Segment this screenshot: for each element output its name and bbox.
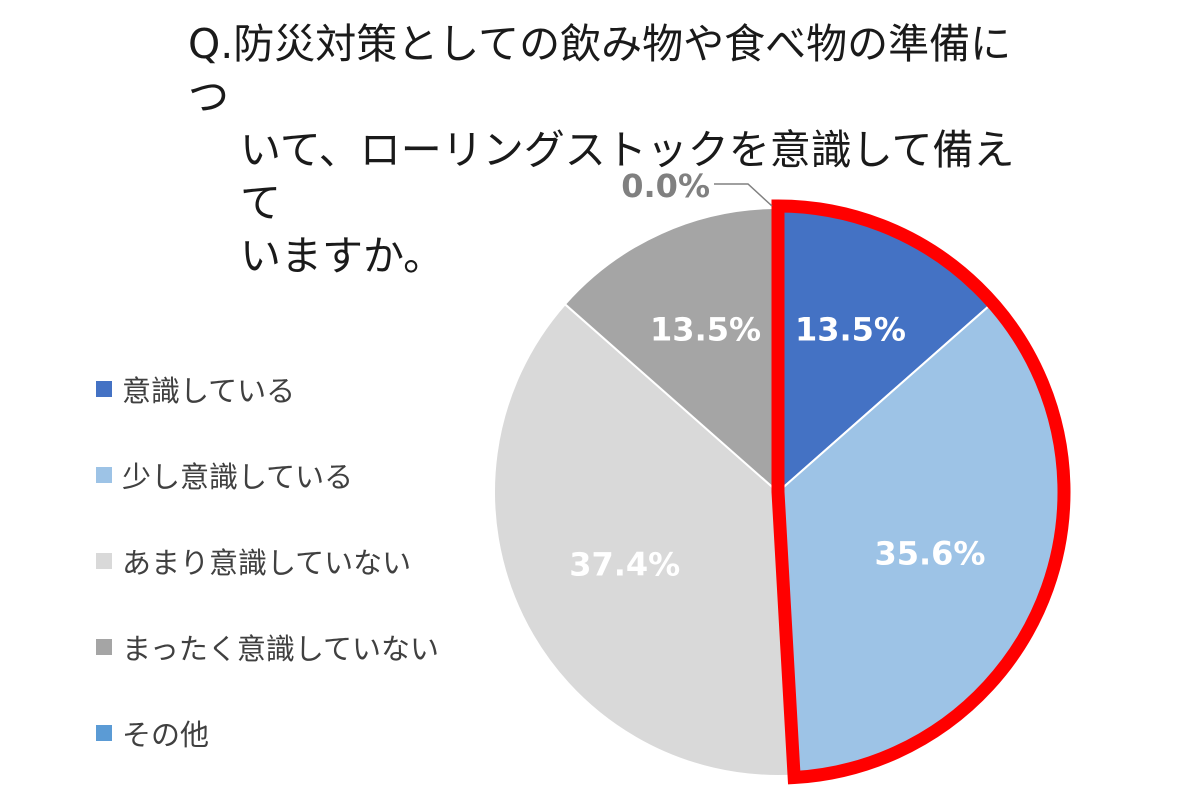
pie-slice <box>563 206 779 495</box>
legend-label: その他 <box>122 718 210 752</box>
pie-data-label: 37.4% <box>569 545 680 583</box>
chart-title: Q.防災対策としての飲み物や食べ物の準備につ いて、ローリングストックを意識して… <box>188 18 1048 283</box>
legend-swatch <box>96 725 112 741</box>
legend-swatch <box>96 639 112 655</box>
chart-title-line-2: いて、ローリングストックを意識して備えて <box>240 126 1015 227</box>
leader-line <box>714 183 773 207</box>
pie-data-label: 13.5% <box>650 311 761 349</box>
pie-data-label: 35.6% <box>874 535 985 573</box>
chart-title-line-1: Q.防災対策としての飲み物や食べ物の準備につ <box>188 20 1012 121</box>
legend-swatch <box>96 553 112 569</box>
legend-label: 少し意識している <box>122 460 354 494</box>
legend-label: まったく意識していない <box>122 632 439 666</box>
legend-item-aware: 意識している <box>96 372 439 408</box>
chart-legend: 意識している 少し意識している あまり意識していない まったく意識していない そ… <box>96 372 439 752</box>
legend-item-not-aware-at-all: まったく意識していない <box>96 630 439 666</box>
legend-item-somewhat-aware: 少し意識している <box>96 458 439 494</box>
legend-swatch <box>96 381 112 397</box>
highlight-outline <box>771 199 1071 785</box>
legend-label: 意識している <box>122 374 296 408</box>
pie-data-label: 0.0% <box>621 167 710 205</box>
legend-item-other: その他 <box>96 716 439 752</box>
legend-swatch <box>96 467 112 483</box>
legend-item-not-very-aware: あまり意識していない <box>96 544 439 580</box>
legend-label: あまり意識していない <box>122 546 412 580</box>
chart-title-line-3: いますか。 <box>240 232 445 280</box>
pie-slice <box>493 302 796 777</box>
pie-data-label: 13.5% <box>795 311 906 349</box>
